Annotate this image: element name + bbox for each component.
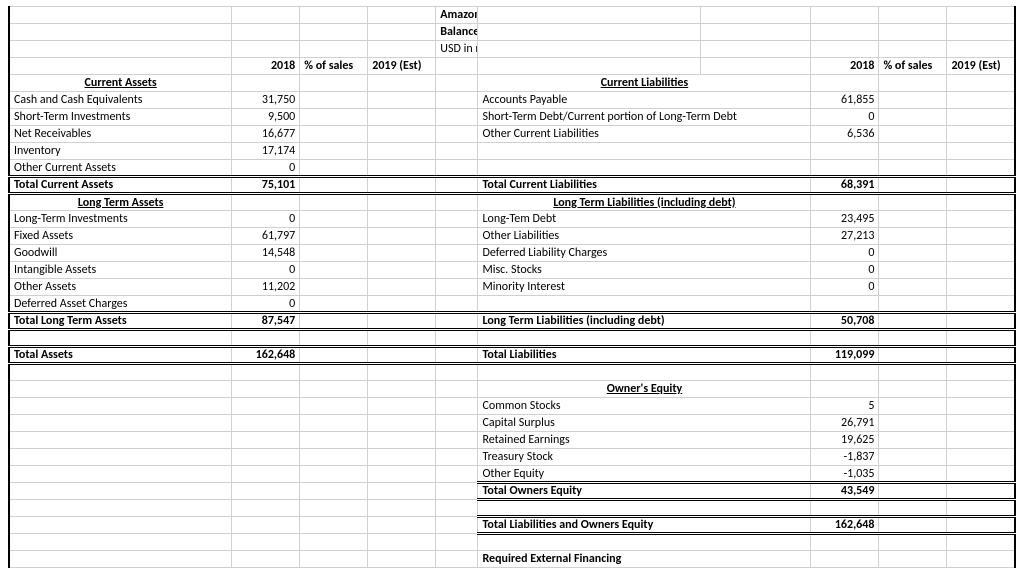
total-owners-equity-label: Total Owners Equity bbox=[478, 483, 811, 500]
row-label: Long-Tem Debt bbox=[478, 211, 811, 228]
row-label: Cash and Cash Equivalents bbox=[9, 92, 232, 109]
row-value: 61,797 bbox=[232, 228, 300, 245]
total-owners-equity-value: 43,549 bbox=[811, 483, 879, 500]
row-label: Net Receivables bbox=[9, 126, 232, 143]
row-value: 0 bbox=[232, 262, 300, 279]
company-name: Amazon bbox=[436, 7, 478, 24]
row-value: 23,495 bbox=[811, 211, 879, 228]
total-current-liabilities-value: 68,391 bbox=[811, 177, 879, 194]
row-value: -1,837 bbox=[811, 449, 879, 466]
total-liabilities-value: 119,099 bbox=[811, 347, 879, 364]
row-label: Other Current Liabilities bbox=[478, 126, 811, 143]
total-liabilities-label: Total Liabilities bbox=[478, 347, 811, 364]
row-label: Inventory bbox=[9, 143, 232, 160]
total-long-term-assets-value: 87,547 bbox=[232, 313, 300, 330]
total-assets-label: Total Assets bbox=[9, 347, 232, 364]
row-value: 31,750 bbox=[232, 92, 300, 109]
row-value: 0 bbox=[811, 262, 879, 279]
row-label: Long-Term Investments bbox=[9, 211, 232, 228]
long-term-liabilities-header: Long Term Liabilities (including debt) bbox=[478, 194, 811, 211]
row-label: Retained Earnings bbox=[478, 432, 811, 449]
col-pct-left: % of sales bbox=[300, 58, 368, 75]
col-2019-left: 2019 (Est) bbox=[368, 58, 436, 75]
row-label: Accounts Payable bbox=[478, 92, 811, 109]
long-term-assets-header: Long Term Assets bbox=[9, 194, 232, 211]
total-liab-equity-value: 162,648 bbox=[811, 517, 879, 534]
row-value: 17,174 bbox=[232, 143, 300, 160]
row-value: 9,500 bbox=[232, 109, 300, 126]
row-value: -1,035 bbox=[811, 466, 879, 483]
row-label: Other Equity bbox=[478, 466, 811, 483]
required-external-financing-label: Required External Financing bbox=[478, 551, 811, 568]
row-label: Treasury Stock bbox=[478, 449, 811, 466]
row-label: Other Current Assets bbox=[9, 160, 232, 177]
row-value: 0 bbox=[811, 279, 879, 296]
current-liabilities-header: Current Liabilities bbox=[478, 75, 811, 92]
row-value: 11,202 bbox=[232, 279, 300, 296]
total-current-assets-label: Total Current Assets bbox=[9, 177, 232, 194]
sheet-title: Balance Sheet bbox=[436, 24, 478, 41]
row-label: Minority Interest bbox=[478, 279, 811, 296]
row-value: 0 bbox=[811, 109, 879, 126]
total-assets-value: 162,648 bbox=[232, 347, 300, 364]
row-label: Capital Surplus bbox=[478, 415, 811, 432]
current-assets-header: Current Assets bbox=[9, 75, 232, 92]
total-long-term-assets-label: Total Long Term Assets bbox=[9, 313, 232, 330]
units-label: USD in millions bbox=[436, 41, 478, 58]
row-value: 16,677 bbox=[232, 126, 300, 143]
row-label: Other Liabilities bbox=[478, 228, 811, 245]
col-pct-right: % of sales bbox=[879, 58, 947, 75]
row-label: Deferred Liability Charges bbox=[478, 245, 811, 262]
row-label: Short-Term Debt/Current portion of Long-… bbox=[478, 109, 811, 126]
row-value: 6,536 bbox=[811, 126, 879, 143]
row-label: Deferred Asset Charges bbox=[9, 296, 232, 313]
row-value: 0 bbox=[232, 211, 300, 228]
row-value: 27,213 bbox=[811, 228, 879, 245]
row-label: Goodwill bbox=[9, 245, 232, 262]
row-label: Other Assets bbox=[9, 279, 232, 296]
row-value: 0 bbox=[811, 245, 879, 262]
row-value: 26,791 bbox=[811, 415, 879, 432]
col-2018-right: 2018 bbox=[811, 58, 879, 75]
row-label: Common Stocks bbox=[478, 398, 811, 415]
total-current-liabilities-label: Total Current Liabilities bbox=[478, 177, 811, 194]
row-value: 61,855 bbox=[811, 92, 879, 109]
col-2019-right: 2019 (Est) bbox=[947, 58, 1015, 75]
row-label: Fixed Assets bbox=[9, 228, 232, 245]
row-label: Misc. Stocks bbox=[478, 262, 811, 279]
row-value: 14,548 bbox=[232, 245, 300, 262]
row-value: 0 bbox=[232, 160, 300, 177]
owners-equity-header: Owner's Equity bbox=[478, 381, 811, 398]
col-2018-left: 2018 bbox=[232, 58, 300, 75]
total-long-term-liabilities-label: Long Term Liabilities (including debt) bbox=[478, 313, 811, 330]
row-label: Intangible Assets bbox=[9, 262, 232, 279]
total-long-term-liabilities-value: 50,708 bbox=[811, 313, 879, 330]
balance-sheet-table: Amazon Balance Sheet USD in millions 201… bbox=[8, 6, 1016, 568]
total-liab-equity-label: Total Liabilities and Owners Equity bbox=[478, 517, 811, 534]
row-label: Short-Term Investments bbox=[9, 109, 232, 126]
row-value: 5 bbox=[811, 398, 879, 415]
balance-sheet: Amazon Balance Sheet USD in millions 201… bbox=[0, 0, 1024, 558]
row-value: 19,625 bbox=[811, 432, 879, 449]
total-current-assets-value: 75,101 bbox=[232, 177, 300, 194]
row-value: 0 bbox=[232, 296, 300, 313]
